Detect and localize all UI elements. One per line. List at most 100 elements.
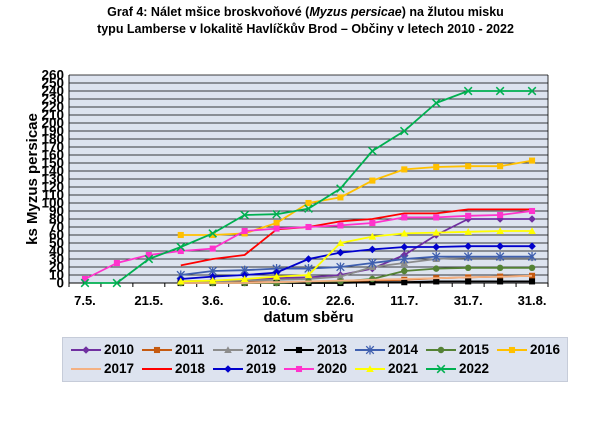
legend-swatch <box>355 345 385 355</box>
legend-swatch <box>71 368 101 370</box>
data-point <box>336 248 345 257</box>
legend-item-2017: 2017 <box>71 360 151 378</box>
data-point <box>437 346 445 354</box>
data-point <box>305 199 312 207</box>
x-tick-label: 11.7. <box>390 293 418 308</box>
data-point <box>528 207 536 215</box>
y-tick-label: 110 <box>42 188 64 203</box>
y-tick-label: 250 <box>41 76 64 91</box>
data-point <box>80 278 90 288</box>
data-point <box>304 204 313 213</box>
data-point <box>433 265 440 272</box>
data-point <box>336 184 345 193</box>
legend-item-2019: 2019 <box>213 360 293 378</box>
series-lines <box>80 86 537 288</box>
x-tick-label: 31.7. <box>454 293 483 308</box>
data-point <box>528 272 536 279</box>
legend-item-2015: 2015 <box>426 341 506 359</box>
data-point <box>464 264 472 272</box>
data-point <box>497 278 504 285</box>
data-point <box>113 259 120 267</box>
y-tick-label: 90 <box>49 204 64 219</box>
data-point <box>368 146 377 156</box>
data-point <box>528 264 536 272</box>
legend-label: 2020 <box>317 361 348 376</box>
series-line <box>180 255 532 276</box>
data-point <box>496 227 504 235</box>
y-tick-label: 150 <box>41 156 64 171</box>
data-point <box>224 365 232 373</box>
data-point <box>272 268 281 277</box>
data-point <box>304 271 313 279</box>
legend-label: 2014 <box>388 342 419 357</box>
series-2021 <box>176 227 536 285</box>
data-point <box>495 252 505 262</box>
y-tick-label: 30 <box>49 252 64 267</box>
y-tick-label: 100 <box>41 196 64 211</box>
legend-swatch <box>213 346 243 354</box>
data-point <box>497 163 504 170</box>
legend-item-2022: 2022 <box>426 360 506 378</box>
y-tick-labels: 0102030405060708090100110120130140150160… <box>41 68 64 291</box>
data-point <box>527 252 537 262</box>
data-point <box>528 278 536 285</box>
data-point <box>432 243 441 251</box>
x-tick-label: 21.5. <box>134 293 163 308</box>
data-point <box>464 242 472 250</box>
x-tick-labels: 7.5. 21.5. 3.6. 10.6. 22.6. 11.7. 31.7. 31.8. <box>74 293 546 308</box>
chart-title: Graf 4: Nálet mšice broskvoňové (Myzus p… <box>20 4 591 38</box>
data-point <box>433 278 440 285</box>
legend-swatch <box>284 346 314 354</box>
data-point <box>463 252 473 262</box>
series-2018 <box>180 208 532 267</box>
data-point <box>399 126 409 136</box>
legend: 2010 2011 2012 2013 2014 2015 2016 2017 2018 2019… <box>62 337 568 382</box>
y-tick-label: 260 <box>41 68 64 83</box>
series-line <box>180 208 532 267</box>
data-point <box>431 98 441 108</box>
data-point <box>336 239 345 247</box>
y-tick-label: 170 <box>41 140 64 155</box>
y-tick-label: 130 <box>41 172 64 187</box>
data-point <box>401 279 408 286</box>
data-point <box>295 365 303 373</box>
data-point <box>272 209 281 219</box>
data-point <box>465 163 472 170</box>
data-point <box>295 346 303 354</box>
legend-swatch <box>213 365 243 373</box>
data-point <box>464 228 472 235</box>
legend-item-2014: 2014 <box>355 341 435 359</box>
legend-label: 2022 <box>459 361 490 376</box>
legend-label: 2015 <box>459 342 490 357</box>
y-tick-label: 20 <box>49 260 64 275</box>
series-line <box>180 245 532 280</box>
data-point <box>337 194 344 201</box>
data-point <box>224 346 232 354</box>
data-point <box>305 223 312 231</box>
legend-swatch <box>284 365 314 373</box>
data-point <box>433 214 440 221</box>
y-tick-label: 160 <box>41 148 64 163</box>
data-point <box>82 346 90 354</box>
data-point <box>209 231 216 239</box>
legend-item-2013: 2013 <box>284 341 364 359</box>
legend-label: 2019 <box>246 361 277 376</box>
y-tick-label: 80 <box>49 212 64 227</box>
legend-item-2011: 2011 <box>142 341 222 359</box>
data-point <box>401 267 408 275</box>
data-point <box>153 346 161 354</box>
data-point <box>465 212 472 219</box>
series-2022 <box>80 86 537 288</box>
legend-label: 2013 <box>317 342 348 357</box>
y-tick-label: 60 <box>49 228 64 243</box>
data-point <box>304 255 313 263</box>
legend-item-2018: 2018 <box>142 360 222 378</box>
data-point <box>208 272 217 281</box>
legend-swatch <box>142 346 172 354</box>
data-point <box>528 157 536 164</box>
y-tick-label: 120 <box>41 180 64 195</box>
chart-title-line2: typu Lamberse v lokalitě Havlíčkův Brod … <box>97 22 514 36</box>
data-point <box>508 346 516 354</box>
data-point <box>208 276 217 284</box>
